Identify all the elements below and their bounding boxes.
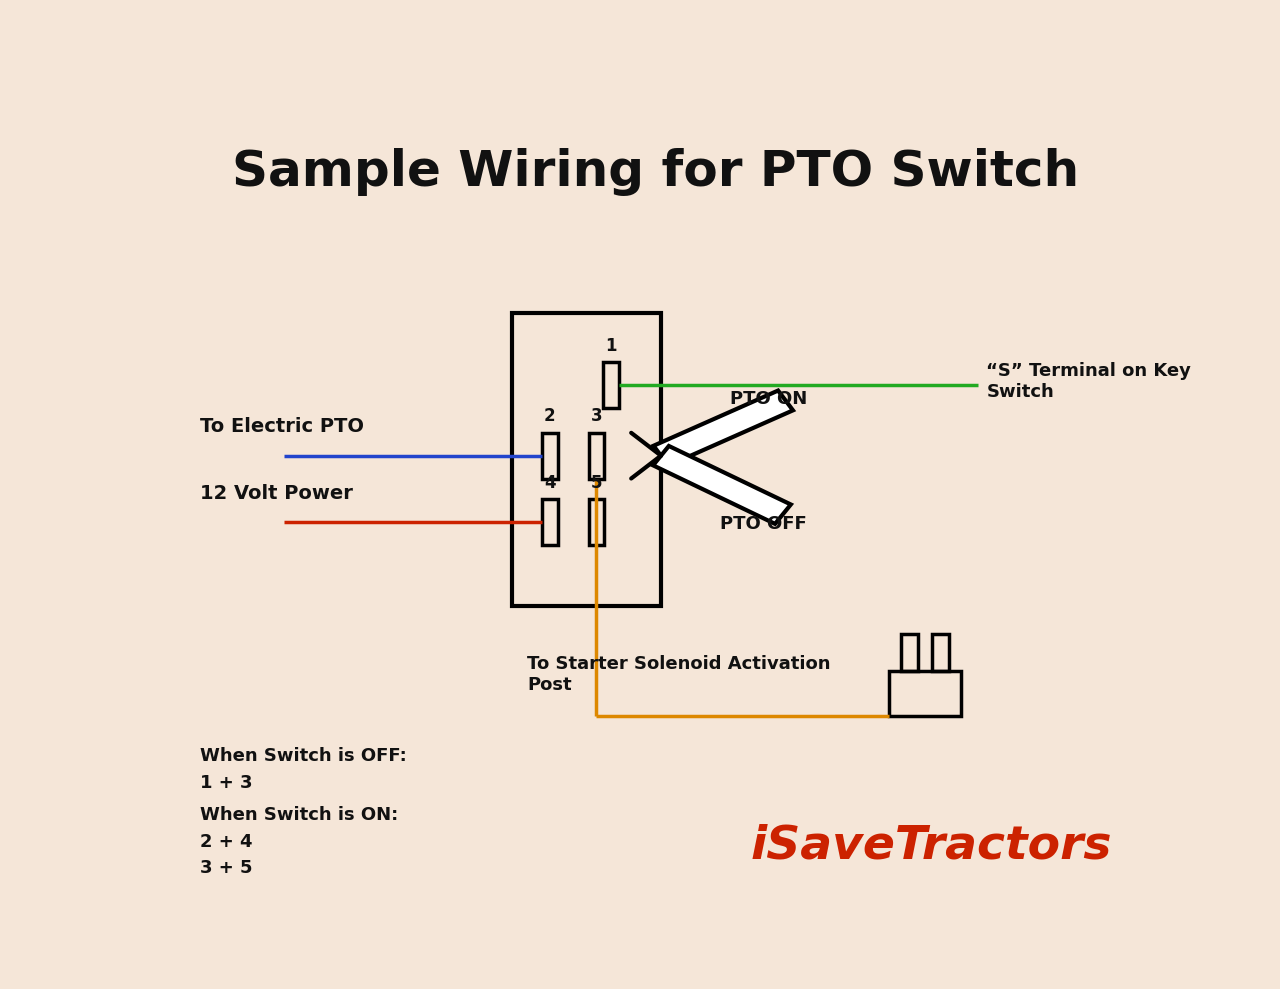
Text: 4: 4: [544, 474, 556, 492]
Text: 5: 5: [591, 474, 602, 492]
Polygon shape: [653, 446, 791, 524]
Bar: [890, 671, 960, 716]
Polygon shape: [654, 391, 794, 466]
Text: 1: 1: [605, 336, 617, 355]
Bar: [512, 313, 660, 606]
Bar: [589, 433, 604, 479]
Text: To Starter Solenoid Activation
Post: To Starter Solenoid Activation Post: [527, 655, 831, 694]
Text: 1 + 3: 1 + 3: [200, 773, 252, 791]
Text: 2 + 4
3 + 5: 2 + 4 3 + 5: [200, 833, 252, 877]
Bar: [541, 433, 558, 479]
Bar: [541, 499, 558, 545]
Text: PTO ON: PTO ON: [731, 390, 808, 407]
Bar: [901, 634, 918, 671]
Text: 12 Volt Power: 12 Volt Power: [200, 484, 352, 502]
Text: Sample Wiring for PTO Switch: Sample Wiring for PTO Switch: [233, 148, 1079, 196]
Text: 2: 2: [544, 407, 556, 425]
Text: iSaveTractors: iSaveTractors: [751, 824, 1112, 868]
Text: “S” Terminal on Key
Switch: “S” Terminal on Key Switch: [987, 362, 1192, 401]
Text: 3: 3: [590, 407, 603, 425]
Bar: [589, 499, 604, 545]
Bar: [603, 362, 620, 408]
Text: PTO OFF: PTO OFF: [721, 515, 808, 533]
Bar: [932, 634, 948, 671]
Text: When Switch is ON:: When Switch is ON:: [200, 806, 398, 824]
Text: When Switch is OFF:: When Switch is OFF:: [200, 747, 407, 764]
Text: To Electric PTO: To Electric PTO: [200, 417, 364, 436]
